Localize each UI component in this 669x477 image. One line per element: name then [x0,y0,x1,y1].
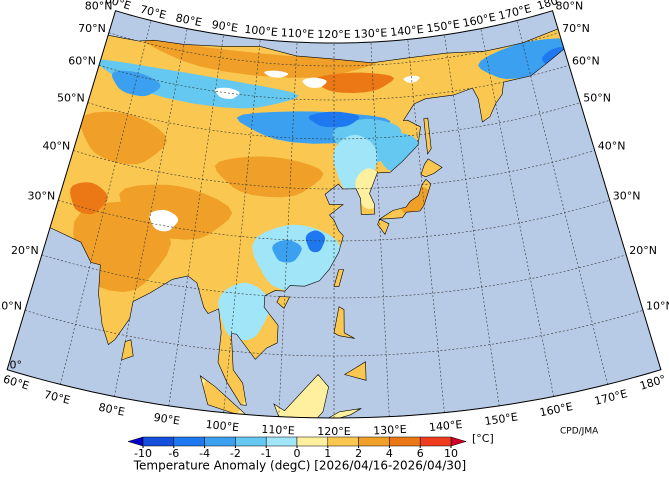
title: Temperature Anomaly (degC) [2026/04/16-2… [133,459,466,473]
lat-label: 30°N [613,189,641,202]
colorbar-tick-label: 4 [386,447,393,460]
parallel [73,150,595,190]
lon-label: 100°E [205,418,240,434]
lon-label: 130°E [373,423,407,438]
lon-label: 130°E [353,26,387,41]
lat-label: 60°N [572,54,600,67]
parallel [24,310,644,357]
lat-label: 40°N [598,140,626,153]
lon-label: 100°E [244,23,279,39]
anomaly-area [119,184,233,240]
lon-label: 170°E [593,387,629,408]
lat-label: 0° [10,359,23,372]
anomaly-area [149,209,179,232]
lon-label: 120°E [317,425,350,438]
lat-label: 80°N [556,0,584,13]
lon-label: 160°E [539,400,574,419]
colorbar-tick-label: 10 [444,447,458,460]
colorbar-tick-label: 1 [324,447,331,460]
lon-label: 70°E [139,3,168,22]
lon-label: 140°E [428,418,463,434]
land-base [40,26,566,418]
anomaly-area [80,111,167,165]
colorbar-segment [265,436,298,447]
anomaly-area [95,59,300,109]
colorbar-segment [204,436,236,447]
colorbar-tick-label: -1 [261,447,272,460]
lon-label: 180° [638,373,667,393]
colorbar-arrow-high [450,436,467,447]
unit-label: [°C] [472,432,494,445]
colorbar-segment [327,436,359,447]
anomaly-area [305,230,326,253]
colorbar: -10 -6 -4 -2 -1 0 1 2 4 6 10 [127,436,467,460]
colorbar-segment [296,436,329,447]
lat-label: 70°N [78,22,106,35]
lon-label: 150°E [426,18,461,36]
parallel [108,32,560,67]
anomaly-area [302,77,327,88]
lon-label: 140°E [390,23,425,39]
lat-label: 50°N [583,92,611,105]
anomaly-area [264,70,289,78]
colorbar-segment [142,436,175,447]
colorbar-segment [419,436,452,447]
anomaly-fill [40,26,566,418]
colorbar-tick-label: -4 [199,447,210,460]
graticule-labels: 60°E 70°E 80°E 90°E 100°E 110°E 120°E 130°E 140°… [0,0,669,438]
lat-label: 80°N [85,0,113,13]
anomaly-area [218,282,271,341]
lat-label: 60°N [68,54,96,67]
lon-label: 80°E [97,401,126,419]
colorbar-segment [389,436,421,447]
lat-label: 10°N [646,299,669,312]
anomaly-area [111,70,161,97]
anomaly-area [214,87,240,99]
lat-label: 40°N [43,140,71,153]
lon-label: 110°E [280,26,314,41]
anomaly-area [312,72,394,93]
lat-label: 20°N [11,244,39,257]
anomaly-area [403,75,420,83]
colorbar-segment [173,436,205,447]
anomaly-area [214,156,324,198]
lon-label: 150°E [484,410,519,428]
colorbar-arrow-low [127,436,144,447]
parallel [98,65,570,101]
parallel [58,199,610,242]
lon-label: 70°E [43,388,72,407]
colorbar-tick-label: 6 [417,447,424,460]
lon-label: 90°E [211,18,239,35]
colorbar-segment [358,436,390,447]
colorbar-tick-label: 0 [294,447,301,460]
credit: CPD/JMA [560,427,599,437]
parallel [41,254,627,299]
colorbar-tick-label: 2 [355,447,362,460]
anomaly-area [140,39,378,78]
colorbar-tick-label: -6 [168,447,179,460]
lon-label: 90°E [153,411,181,428]
lat-label: 10°N [0,299,22,312]
lat-label: 50°N [57,92,85,105]
anomaly-area [70,182,108,215]
anomaly-area [308,111,360,128]
lat-label: 70°N [562,22,590,35]
map-border [6,10,662,419]
lon-label: 160°E [462,11,497,30]
map [6,10,662,419]
lon-label: 80°E [175,11,204,29]
lon-label: 120°E [317,28,350,41]
colorbar-tick-label: -2 [230,447,241,460]
lat-label: 30°N [28,189,56,202]
parallel [87,102,581,140]
colorbar-segment [235,436,267,447]
land [40,25,566,418]
lon-label: 110°E [261,423,295,438]
lat-label: 20°N [629,244,657,257]
colorbar-tick-label: -10 [134,447,152,460]
